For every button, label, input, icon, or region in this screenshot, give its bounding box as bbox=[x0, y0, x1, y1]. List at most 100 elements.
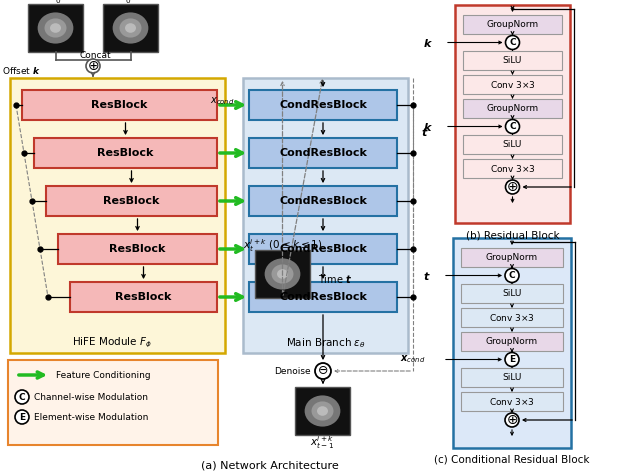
Text: Conv 3$\times$3: Conv 3$\times$3 bbox=[490, 163, 536, 174]
Bar bbox=[58, 234, 217, 264]
Circle shape bbox=[505, 413, 519, 427]
Text: Conv 3$\times$3: Conv 3$\times$3 bbox=[489, 312, 535, 323]
Text: $x_{cond}$: $x_{cond}$ bbox=[211, 95, 235, 107]
Text: Element-wise Modulation: Element-wise Modulation bbox=[34, 412, 148, 421]
Text: $\boldsymbol{t}$: $\boldsymbol{t}$ bbox=[421, 126, 429, 138]
Bar bbox=[243, 78, 408, 353]
Bar bbox=[34, 138, 217, 168]
Circle shape bbox=[506, 180, 520, 194]
Text: $\ominus$: $\ominus$ bbox=[317, 365, 329, 377]
Text: $\oplus$: $\oplus$ bbox=[506, 180, 518, 194]
Text: GroupNorm: GroupNorm bbox=[486, 20, 539, 29]
Bar bbox=[295, 387, 350, 435]
Bar bbox=[463, 15, 562, 34]
Text: SiLU: SiLU bbox=[503, 56, 522, 65]
Text: Denoise: Denoise bbox=[275, 366, 311, 375]
Text: Conv 3$\times$3: Conv 3$\times$3 bbox=[489, 396, 535, 407]
Circle shape bbox=[506, 119, 520, 134]
Text: GroupNorm: GroupNorm bbox=[486, 104, 539, 113]
Text: $\boldsymbol{x}_{cond}$: $\boldsymbol{x}_{cond}$ bbox=[399, 354, 425, 365]
Text: Time $\boldsymbol{t}$: Time $\boldsymbol{t}$ bbox=[317, 273, 352, 285]
Ellipse shape bbox=[120, 18, 141, 37]
Text: CondResBlock: CondResBlock bbox=[279, 244, 367, 254]
Bar bbox=[463, 51, 562, 70]
Ellipse shape bbox=[312, 401, 333, 420]
Bar bbox=[463, 159, 562, 178]
Bar bbox=[103, 4, 158, 52]
Text: $\boldsymbol{k}$: $\boldsymbol{k}$ bbox=[423, 120, 433, 133]
Text: $\oplus$: $\oplus$ bbox=[87, 59, 99, 73]
Text: ResBlock: ResBlock bbox=[103, 196, 160, 206]
Text: SiLU: SiLU bbox=[503, 140, 522, 149]
Bar bbox=[461, 332, 563, 351]
Ellipse shape bbox=[113, 12, 148, 44]
Bar bbox=[46, 186, 217, 216]
Bar bbox=[461, 248, 563, 267]
Text: $x_0^{i+1}$: $x_0^{i+1}$ bbox=[118, 0, 143, 7]
Bar bbox=[70, 282, 217, 312]
Bar bbox=[461, 284, 563, 303]
Circle shape bbox=[315, 363, 331, 379]
Text: ResBlock: ResBlock bbox=[92, 100, 148, 110]
Bar bbox=[249, 282, 397, 312]
Text: CondResBlock: CondResBlock bbox=[279, 196, 367, 206]
Ellipse shape bbox=[317, 406, 328, 416]
Bar bbox=[255, 250, 310, 298]
Circle shape bbox=[15, 410, 29, 424]
Ellipse shape bbox=[125, 23, 136, 33]
Bar bbox=[249, 138, 397, 168]
Text: CondResBlock: CondResBlock bbox=[279, 292, 367, 302]
Bar bbox=[249, 90, 397, 120]
Text: ResBlock: ResBlock bbox=[97, 148, 154, 158]
Circle shape bbox=[505, 268, 519, 283]
Ellipse shape bbox=[277, 269, 288, 279]
Ellipse shape bbox=[45, 18, 67, 37]
Text: GroupNorm: GroupNorm bbox=[486, 253, 538, 262]
Bar bbox=[28, 4, 83, 52]
Text: E: E bbox=[19, 412, 25, 421]
Text: CondResBlock: CondResBlock bbox=[279, 100, 367, 110]
Bar bbox=[8, 360, 218, 445]
Text: C: C bbox=[509, 122, 516, 131]
Bar bbox=[249, 234, 397, 264]
Circle shape bbox=[505, 353, 519, 366]
Text: SiLU: SiLU bbox=[502, 373, 522, 382]
Bar bbox=[461, 308, 563, 327]
Bar bbox=[461, 392, 563, 411]
Text: (a) Network Architecture: (a) Network Architecture bbox=[201, 460, 339, 470]
Text: $\boldsymbol{t}$: $\boldsymbol{t}$ bbox=[423, 270, 431, 282]
Text: $\oplus$: $\oplus$ bbox=[506, 413, 518, 427]
Bar bbox=[10, 78, 225, 353]
Text: HiFE Module $F_{\phi}$: HiFE Module $F_{\phi}$ bbox=[72, 336, 152, 350]
Bar bbox=[463, 99, 562, 118]
Bar bbox=[463, 75, 562, 94]
Bar bbox=[453, 238, 571, 448]
Bar bbox=[249, 186, 397, 216]
Text: $x_0^i$: $x_0^i$ bbox=[49, 0, 62, 7]
Text: Feature Conditioning: Feature Conditioning bbox=[56, 371, 150, 380]
Bar bbox=[22, 90, 217, 120]
Text: (c) Conditional Residual Block: (c) Conditional Residual Block bbox=[435, 455, 589, 465]
Circle shape bbox=[506, 36, 520, 49]
Text: Conv 3$\times$3: Conv 3$\times$3 bbox=[490, 79, 536, 90]
Text: $x_t^{i+k}\ (0{\leq}k{\leq}1)$: $x_t^{i+k}\ (0{\leq}k{\leq}1)$ bbox=[243, 237, 323, 255]
Bar bbox=[455, 5, 570, 223]
Text: ResBlock: ResBlock bbox=[109, 244, 166, 254]
Text: C: C bbox=[509, 38, 516, 47]
Ellipse shape bbox=[50, 23, 61, 33]
Text: Concat: Concat bbox=[79, 51, 111, 60]
Text: E: E bbox=[509, 355, 515, 364]
Circle shape bbox=[15, 390, 29, 404]
Text: Offset $\boldsymbol{k}$: Offset $\boldsymbol{k}$ bbox=[2, 64, 40, 75]
Text: ResBlock: ResBlock bbox=[115, 292, 172, 302]
Ellipse shape bbox=[38, 12, 74, 44]
Text: CondResBlock: CondResBlock bbox=[279, 148, 367, 158]
Bar bbox=[461, 368, 563, 387]
Text: $x_{t-1}^{i+k}$: $x_{t-1}^{i+k}$ bbox=[310, 435, 335, 451]
Circle shape bbox=[86, 59, 100, 73]
Text: C: C bbox=[19, 392, 26, 401]
Ellipse shape bbox=[264, 258, 300, 290]
Text: Main Branch $\epsilon_{\theta}$: Main Branch $\epsilon_{\theta}$ bbox=[285, 336, 365, 350]
Text: SiLU: SiLU bbox=[502, 289, 522, 298]
Ellipse shape bbox=[305, 395, 340, 427]
